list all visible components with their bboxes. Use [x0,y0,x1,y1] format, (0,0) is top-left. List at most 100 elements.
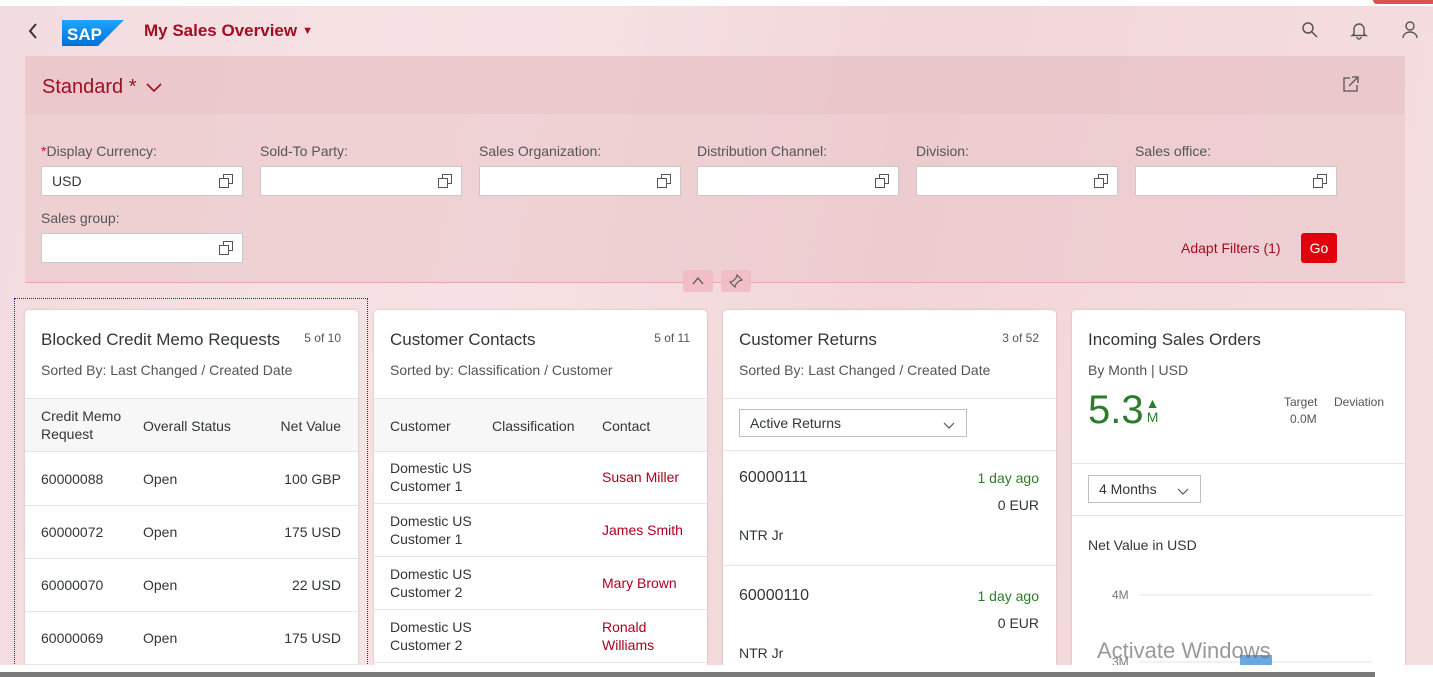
card-count: 5 of 11 [654,331,690,345]
customer-name: Domestic US Customer 2 [390,566,472,600]
display-currency-value: USD [52,173,82,189]
separator [1072,463,1405,464]
trend-up-icon: ▲ [1145,395,1160,411]
sales-office-field[interactable] [1135,166,1337,196]
credit-memo-card[interactable]: Blocked Credit Memo Requests 5 of 10 Sor… [25,310,358,670]
bottom-bar [0,665,1433,677]
variant-selector[interactable]: Standard * [42,76,163,99]
table-row[interactable]: Domestic US Customer 2 Mary Brown [374,557,707,610]
amount: 0 EUR [997,497,1039,513]
period-select[interactable]: 4 Months [1088,475,1201,503]
filter-bar-header: Standard * [25,56,1405,114]
card-title[interactable]: Customer Returns [739,330,877,349]
display-currency-field[interactable]: USD [41,166,243,196]
request-id: 60000072 [41,524,104,540]
card-title[interactable]: Customer Contacts [390,330,536,349]
notifications-button[interactable] [1349,20,1371,42]
contact-link[interactable]: Ronald Williams [602,619,655,653]
list-item[interactable]: 60000110 1 day ago 0 EUR NTR Jr [723,567,1056,670]
table-row[interactable]: 60000070 Open 22 USD [25,559,358,612]
value-help-icon[interactable] [656,173,672,189]
share-button[interactable] [1341,74,1361,94]
back-button[interactable] [22,18,44,44]
contact-link[interactable]: Susan Miller [602,469,680,485]
contact-link[interactable]: James Smith [602,522,683,538]
amount: 0 EUR [997,615,1039,631]
display-currency-label: *Display Currency: [41,143,157,159]
column-header: Credit Memo Request [41,408,122,442]
returns-filter-select[interactable]: Active Returns [739,409,967,437]
horizontal-scrollbar[interactable] [0,672,1375,677]
status: Open [143,524,178,540]
sap-logo[interactable]: SAP [62,20,124,46]
header-divider [25,282,1405,283]
share-icon [1343,76,1359,92]
column-header: Net Value [280,418,341,434]
collapse-header-button[interactable] [683,270,713,292]
table-header: Credit Memo Request Overall Status Net V… [25,398,358,452]
chevron-down-icon [145,82,162,92]
column-header: Contact [602,418,651,434]
division-label: Division: [916,143,969,159]
app-title-menu[interactable]: My Sales Overview ▼ [144,21,313,41]
customer-name: Domestic US Customer 1 [390,513,472,547]
table-row[interactable]: Domestic US Customer 1 James Smith [374,504,707,557]
table-row[interactable]: Domestic US Customer 1 Susan Miller [374,451,707,504]
chevron-left-icon [28,23,37,39]
status: Open [143,471,178,487]
variant-name: Standard * [42,76,137,98]
value-help-icon[interactable] [874,173,890,189]
request-id: 60000088 [41,471,104,487]
customer-name: Domestic US Customer 2 [390,619,472,653]
card-title[interactable]: Incoming Sales Orders [1088,330,1261,349]
adapt-filters-link[interactable]: Adapt Filters (1) [1181,240,1281,256]
incoming-sales-orders-card[interactable]: Incoming Sales Orders By Month | USD 5.3… [1072,310,1405,670]
customer-name: Domestic US Customer 1 [390,460,472,494]
time-ago: 1 day ago [977,470,1040,486]
kpi-unit: M [1146,409,1159,425]
value-help-icon[interactable] [218,240,234,256]
status: Open [143,630,178,646]
card-title[interactable]: Blocked Credit Memo Requests [41,330,281,349]
value-help-icon[interactable] [1312,173,1328,189]
sales-organization-field[interactable] [479,166,681,196]
value-help-icon[interactable] [437,173,453,189]
value-help-icon[interactable] [218,173,234,189]
table-row[interactable]: 60000072 Open 175 USD [25,506,358,559]
kpi-number: 5.3 [1088,388,1144,432]
value-help-icon[interactable] [1093,173,1109,189]
net-value: 175 USD [284,524,341,540]
list-item[interactable]: 60000111 1 day ago 0 EUR NTR Jr [723,451,1056,566]
time-ago: 1 day ago [977,588,1040,604]
kpi-value: 5.3 ▲ M [1088,388,1159,433]
search-button[interactable] [1300,20,1322,42]
pin-header-button[interactable] [721,270,751,292]
card-count: 3 of 52 [1002,331,1039,345]
return-id: 60000110 [739,587,809,604]
customer-returns-card[interactable]: Customer Returns 3 of 52 Sorted By: Last… [723,310,1056,670]
table-row[interactable]: 60000088 Open 100 GBP [25,453,358,506]
user-icon [1402,21,1418,39]
selected-value: Active Returns [750,415,842,431]
deviation-label: Deviation [1334,395,1385,409]
sold-to-party-field[interactable] [260,166,462,196]
return-id: 60000111 [739,469,808,486]
separator [723,398,1056,399]
customer-name: NTR Jr [739,527,784,543]
request-id: 60000069 [41,630,104,646]
kpi-trend: ▲ M [1146,396,1160,424]
column-header: Overall Status [143,418,231,434]
request-id: 60000070 [41,577,104,593]
net-value: 100 GBP [284,471,341,487]
distribution-channel-field[interactable] [697,166,899,196]
user-button[interactable] [1400,20,1422,42]
table-row[interactable]: Domestic US Customer 2 Ronald Williams [374,610,707,663]
contact-link[interactable]: Mary Brown [602,575,677,591]
table-row[interactable]: 60000069 Open 175 USD [25,612,358,665]
customer-contacts-card[interactable]: Customer Contacts 5 of 11 Sorted by: Cla… [374,310,707,670]
sold-to-party-label: Sold-To Party: [260,143,348,159]
filter-bar: Standard * *Display Currency: Sold-To Pa… [25,56,1405,282]
division-field[interactable] [916,166,1118,196]
go-button[interactable]: Go [1301,233,1337,263]
sales-group-field[interactable] [41,233,243,263]
